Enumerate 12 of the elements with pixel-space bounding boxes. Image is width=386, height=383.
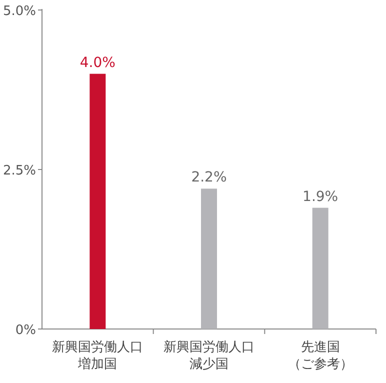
y-tick-label: 5.0% — [2, 4, 36, 19]
bar — [312, 208, 328, 329]
x-tick-label: 新興国労働人口増加国 — [52, 340, 144, 372]
y-tick-label: 2.5% — [2, 164, 36, 178]
data-label: 4.0% — [80, 54, 116, 71]
y-tick-label: 0% — [15, 323, 36, 338]
x-tick-label: 先進国（ご参考） — [288, 340, 353, 372]
bar — [90, 74, 106, 329]
data-label: 1.9% — [302, 188, 338, 205]
bar — [201, 188, 217, 329]
x-tick-label: 新興国労働人口減少国 — [164, 340, 254, 372]
data-label: 2.2% — [191, 170, 227, 186]
